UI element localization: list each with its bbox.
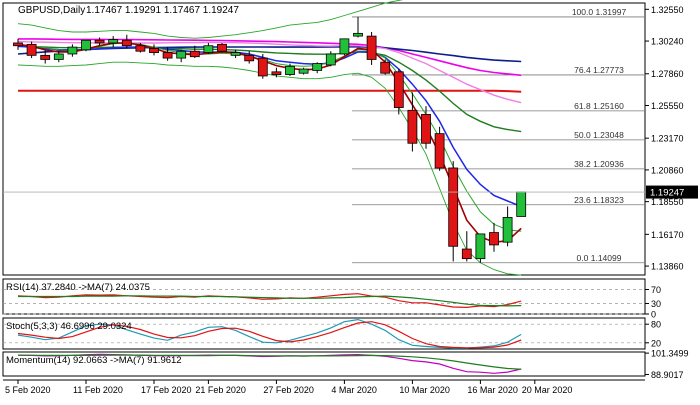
candle-body-31 bbox=[434, 133, 445, 169]
candle-body-10 bbox=[149, 48, 159, 53]
candle-body-16 bbox=[230, 52, 241, 56]
candle-body-0 bbox=[13, 42, 23, 47]
candle-body-17 bbox=[244, 54, 255, 62]
overlay-ma-red-flat bbox=[18, 89, 522, 93]
x-tick-label-8: 20 Mar 2020 bbox=[522, 385, 573, 395]
overlay-ma-blue bbox=[17, 45, 522, 208]
candle-body-11 bbox=[162, 52, 173, 59]
candle-body-35 bbox=[489, 232, 499, 246]
overlay-ma-magenta bbox=[18, 38, 522, 77]
y-tick-label-7: 1.16170 bbox=[651, 230, 684, 240]
y-tick-label-8: 1.13860 bbox=[651, 262, 684, 272]
candle-body-26 bbox=[366, 35, 377, 60]
symbol-label: GBPUSD,Daily bbox=[18, 5, 85, 16]
candle-body-34 bbox=[475, 233, 486, 260]
candle-body-20 bbox=[285, 65, 295, 75]
stoch-series-0 bbox=[17, 318, 522, 349]
candle-body-19 bbox=[271, 71, 282, 75]
mom-pane-frame bbox=[2, 351, 646, 377]
candle-body-15 bbox=[217, 43, 227, 52]
overlay-ma-darkgreen bbox=[17, 45, 522, 133]
fib-label-5: 23.6 1.18323 bbox=[574, 195, 624, 205]
candle-body-29 bbox=[407, 109, 418, 144]
stoch-tick-label-1: 20 bbox=[651, 338, 661, 348]
fib-label-3: 50.0 1.23048 bbox=[574, 130, 624, 140]
momentum-series-1 bbox=[18, 354, 522, 370]
rsi-tick-label-2: 0 bbox=[651, 310, 656, 320]
candle-body-2 bbox=[40, 54, 51, 60]
candle-body-37 bbox=[516, 191, 527, 217]
candle-body-9 bbox=[135, 45, 146, 52]
momentum-series-0 bbox=[17, 353, 522, 374]
candle-body-36 bbox=[502, 217, 513, 243]
candle-body-28 bbox=[393, 71, 404, 108]
candle-body-33 bbox=[461, 248, 472, 260]
main-pane-frame bbox=[2, 2, 646, 276]
candle-body-6 bbox=[94, 39, 105, 44]
rsi-tick-label-0: 70 bbox=[651, 285, 661, 295]
candle-body-22 bbox=[312, 63, 323, 71]
x-tick-label-6: 10 Mar 2020 bbox=[399, 385, 450, 395]
y-tick-label-4: 1.23170 bbox=[651, 134, 684, 144]
candle-body-13 bbox=[189, 50, 200, 58]
x-tick-label-1: 11 Feb 2020 bbox=[73, 385, 123, 395]
candle-body-1 bbox=[26, 43, 37, 56]
candle-body-8 bbox=[121, 39, 132, 47]
candle-body-24 bbox=[339, 38, 350, 55]
momentum-tick-label-1: 88.9017 bbox=[651, 370, 684, 380]
momentum-tick-label-0: 101.3499 bbox=[651, 349, 689, 359]
candle-body-14 bbox=[203, 45, 214, 53]
x-tick-label-7: 16 Mar 2020 bbox=[467, 385, 518, 395]
y-tick-label-5: 1.20860 bbox=[651, 165, 684, 175]
x-tick-label-0: 5 Feb 2020 bbox=[5, 385, 51, 395]
fib-label-4: 38.2 1.20936 bbox=[574, 159, 624, 169]
candle-body-21 bbox=[298, 68, 309, 74]
ohlc-label: 1.17467 1.19291 1.17467 1.19247 bbox=[86, 5, 239, 16]
x-tick-label-2: 17 Feb 2020 bbox=[141, 385, 192, 395]
y-tick-label-3: 1.25550 bbox=[651, 101, 684, 111]
candle-body-4 bbox=[67, 46, 78, 55]
rsi-pane-frame bbox=[2, 278, 646, 315]
current-price-label: 1.19247 bbox=[650, 188, 684, 199]
candle-body-5 bbox=[81, 39, 91, 51]
y-tick-label-0: 1.32550 bbox=[651, 5, 684, 15]
candle-body-25 bbox=[353, 32, 363, 37]
stoch-tick-label-0: 80 bbox=[651, 320, 661, 330]
overlay-bb-upper bbox=[17, 0, 403, 39]
candle-body-27 bbox=[380, 61, 391, 74]
candle-body-23 bbox=[325, 53, 336, 66]
x-tick-label-3: 21 Feb 2020 bbox=[195, 385, 246, 395]
fib-label-0: 100.0 1.31997 bbox=[572, 7, 627, 17]
rsi-title: RSI(14) 37.2840 ->MA(7) 24.0375 bbox=[6, 282, 150, 293]
momentum-title: Momentum(14) 92.0663 ->MA(7) 91.9612 bbox=[6, 355, 182, 366]
candle-body-7 bbox=[108, 39, 119, 44]
overlay-ma-pink bbox=[17, 40, 522, 104]
y-tick-label-2: 1.27860 bbox=[651, 69, 684, 79]
y-tick-label-1: 1.30240 bbox=[651, 37, 684, 47]
rsi-series-0 bbox=[17, 293, 522, 309]
stoch-series-1 bbox=[17, 321, 522, 349]
x-tick-label-4: 27 Feb 2020 bbox=[263, 385, 314, 395]
candle-body-18 bbox=[257, 57, 268, 77]
stoch-title: Stoch(5,3,3) 46.6996 29.0324 bbox=[6, 321, 132, 332]
candle-body-12 bbox=[176, 50, 187, 59]
candle-body-3 bbox=[53, 53, 64, 60]
candle-body-30 bbox=[421, 114, 431, 144]
current-price-box bbox=[646, 185, 698, 199]
fib-label-2: 61.8 1.25160 bbox=[574, 101, 624, 111]
rsi-series-1 bbox=[18, 295, 522, 307]
x-tick-label-5: 4 Mar 2020 bbox=[331, 385, 377, 395]
rsi-tick-label-1: 30 bbox=[651, 299, 661, 309]
overlay-bb-lower bbox=[17, 61, 522, 276]
fib-label-1: 76.4 1.27773 bbox=[574, 65, 624, 75]
fib-label-6: 0.0 1.14099 bbox=[577, 253, 622, 263]
candle-body-32 bbox=[448, 167, 459, 247]
y-tick-label-6: 1.18550 bbox=[651, 197, 684, 207]
stoch-pane-frame bbox=[2, 317, 646, 350]
